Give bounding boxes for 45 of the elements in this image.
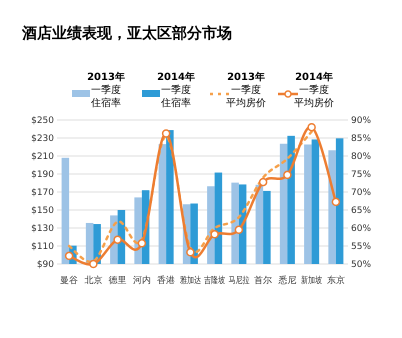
legend-label: 2013年一季度住宿率 [87,71,125,109]
y-tick-label: $110 [31,242,54,252]
y2-tick-label: 50% [351,260,372,270]
point [210,230,219,239]
y2-tick-label: 60% [351,224,372,234]
x-tick-label: 德里 [108,275,127,286]
point [89,260,98,268]
x-tick-label: 香港 [157,275,176,286]
point [186,248,195,257]
x-tick-label: 首尔 [254,275,272,286]
y2-tick-label: 75% [351,170,372,180]
point [283,170,292,180]
x-tick-label: 马尼拉 [228,275,256,286]
y-tick-label: $150 [31,206,54,216]
y2-tick-label: 65% [351,206,372,216]
point [138,239,146,248]
y2-tick-label: 70% [351,188,372,198]
x-tick-label: 东京 [326,275,345,286]
point [307,122,316,132]
y2-tick-label: 80% [351,152,372,162]
x-tick-label: 北京 [84,275,102,286]
y2-tick-label: 55% [351,242,372,252]
y-tick-label: $250 [31,116,54,126]
y-tick-label: $230 [31,134,54,144]
y-tick-label: $130 [31,224,54,234]
x-tick-label: 河内 [132,275,151,286]
legend-label: 2013年一季度平均房价 [226,71,266,109]
point [162,129,170,138]
point [64,252,74,260]
y-tick-label: $190 [31,170,54,180]
point [234,226,244,234]
y-tick-label: $90 [36,260,54,270]
y-tick-label: $170 [31,188,54,198]
point [113,235,122,244]
point [258,178,268,186]
legend-label: 2014年一季度平均房价 [294,71,334,109]
x-tick-label: 曼谷 [60,275,78,286]
y2-tick-label: 85% [351,134,372,144]
point [332,198,340,206]
y2-tick-label: 90% [351,116,372,126]
x-tick-label: 新加坡 [301,275,328,286]
legend-label: 2014年一季度住宿率 [157,71,195,109]
y-tick-label: $210 [31,152,54,162]
x-tick-label: 悉尼 [277,275,296,286]
chart-title: 酒店业绩表现，亚太区部分市场 [21,24,232,42]
